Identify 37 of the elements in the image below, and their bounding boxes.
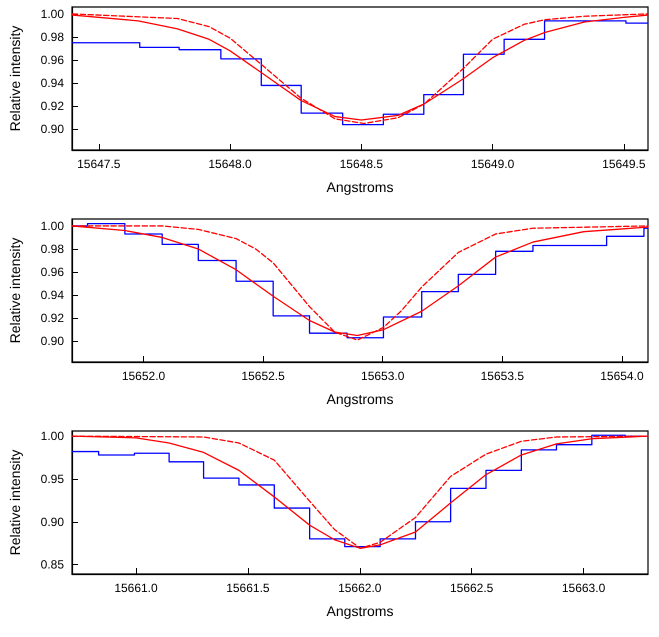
x-tick-label: 15653.0 [361, 369, 405, 383]
y-tick-label: 0.90 [40, 514, 64, 529]
y-axis-title: Relative intensity [7, 238, 23, 344]
y-tick-label: 0.94 [40, 288, 64, 302]
y-tick-label: 1.00 [40, 429, 64, 444]
y-tick-label: 1.00 [40, 218, 64, 233]
x-tick-label: 15652.5 [241, 369, 286, 383]
y-tick-label: 0.98 [40, 30, 64, 44]
y-tick-label: 0.90 [40, 122, 64, 136]
x-tick-label: 15663.0 [562, 581, 606, 595]
y-tick-label: 0.95 [40, 472, 64, 486]
x-tick-label: 15662.5 [450, 581, 494, 595]
x-tick-label: 15648.5 [340, 157, 384, 171]
x-tick-label: 15662.0 [338, 581, 382, 595]
y-tick-label: 0.90 [40, 334, 64, 348]
x-axis-title: Angstroms [326, 391, 394, 407]
y-tick-label: 0.98 [40, 242, 64, 256]
x-axis-title: Angstroms [326, 179, 394, 195]
x-tick-label: 15652.0 [122, 369, 166, 383]
x-tick-label: 15648.0 [208, 157, 252, 171]
x-tick-label: 15647.5 [77, 157, 121, 171]
y-tick-label: 0.94 [40, 76, 64, 90]
y-tick-label: 0.85 [40, 558, 64, 572]
y-axis-title: Relative intensity [7, 450, 23, 556]
y-tick-label: 1.00 [40, 6, 64, 21]
x-tick-label: 15661.5 [226, 581, 270, 595]
y-axis-title: Relative intensity [7, 26, 23, 132]
x-tick-label: 15649.0 [470, 157, 515, 171]
x-tick-label: 15649.5 [602, 157, 646, 171]
y-tick-label: 0.96 [40, 265, 64, 280]
x-axis-title: Angstroms [326, 603, 394, 619]
x-tick-label: 15654.0 [600, 369, 644, 383]
x-tick-label: 15661.0 [114, 581, 158, 595]
y-tick-label: 0.92 [40, 311, 64, 326]
x-tick-label: 15653.5 [480, 369, 524, 383]
y-tick-label: 0.96 [40, 53, 64, 68]
y-tick-label: 0.92 [40, 99, 64, 114]
